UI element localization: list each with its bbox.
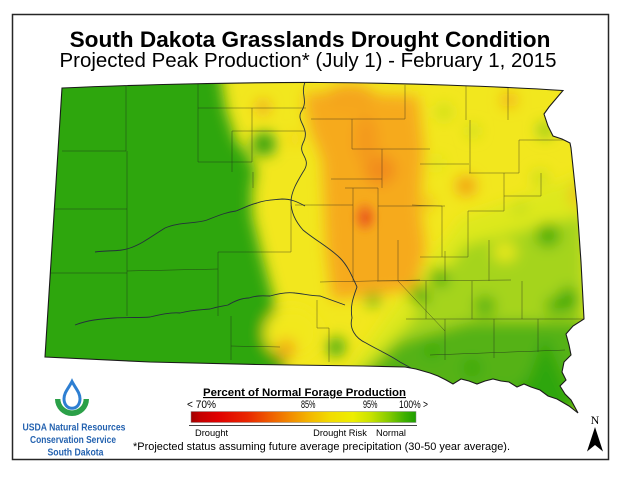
- svg-text:Drought: Drought: [195, 428, 228, 438]
- svg-text:100% >: 100% >: [399, 399, 428, 411]
- svg-text:Drought Risk: Drought Risk: [313, 428, 367, 438]
- svg-text:95%: 95%: [363, 399, 378, 411]
- svg-text:South Dakota Grasslands Drough: South Dakota Grasslands Drought Conditio…: [70, 27, 551, 52]
- svg-text:< 70%: < 70%: [187, 399, 217, 411]
- svg-text:Conservation Service: Conservation Service: [30, 435, 116, 446]
- svg-text:South Dakota: South Dakota: [48, 448, 104, 459]
- svg-text:Normal: Normal: [376, 428, 406, 438]
- svg-text:Percent of Normal Forage Produ: Percent of Normal Forage Production: [203, 387, 406, 399]
- svg-text:85%: 85%: [301, 399, 316, 411]
- svg-text:USDA Natural Resources: USDA Natural Resources: [23, 423, 126, 434]
- svg-text:N: N: [591, 413, 600, 427]
- svg-text:Projected Peak Production* (Ju: Projected Peak Production* (July 1) - Fe…: [60, 50, 557, 72]
- svg-text:*Projected status assuming fut: *Projected status assuming future averag…: [133, 441, 510, 453]
